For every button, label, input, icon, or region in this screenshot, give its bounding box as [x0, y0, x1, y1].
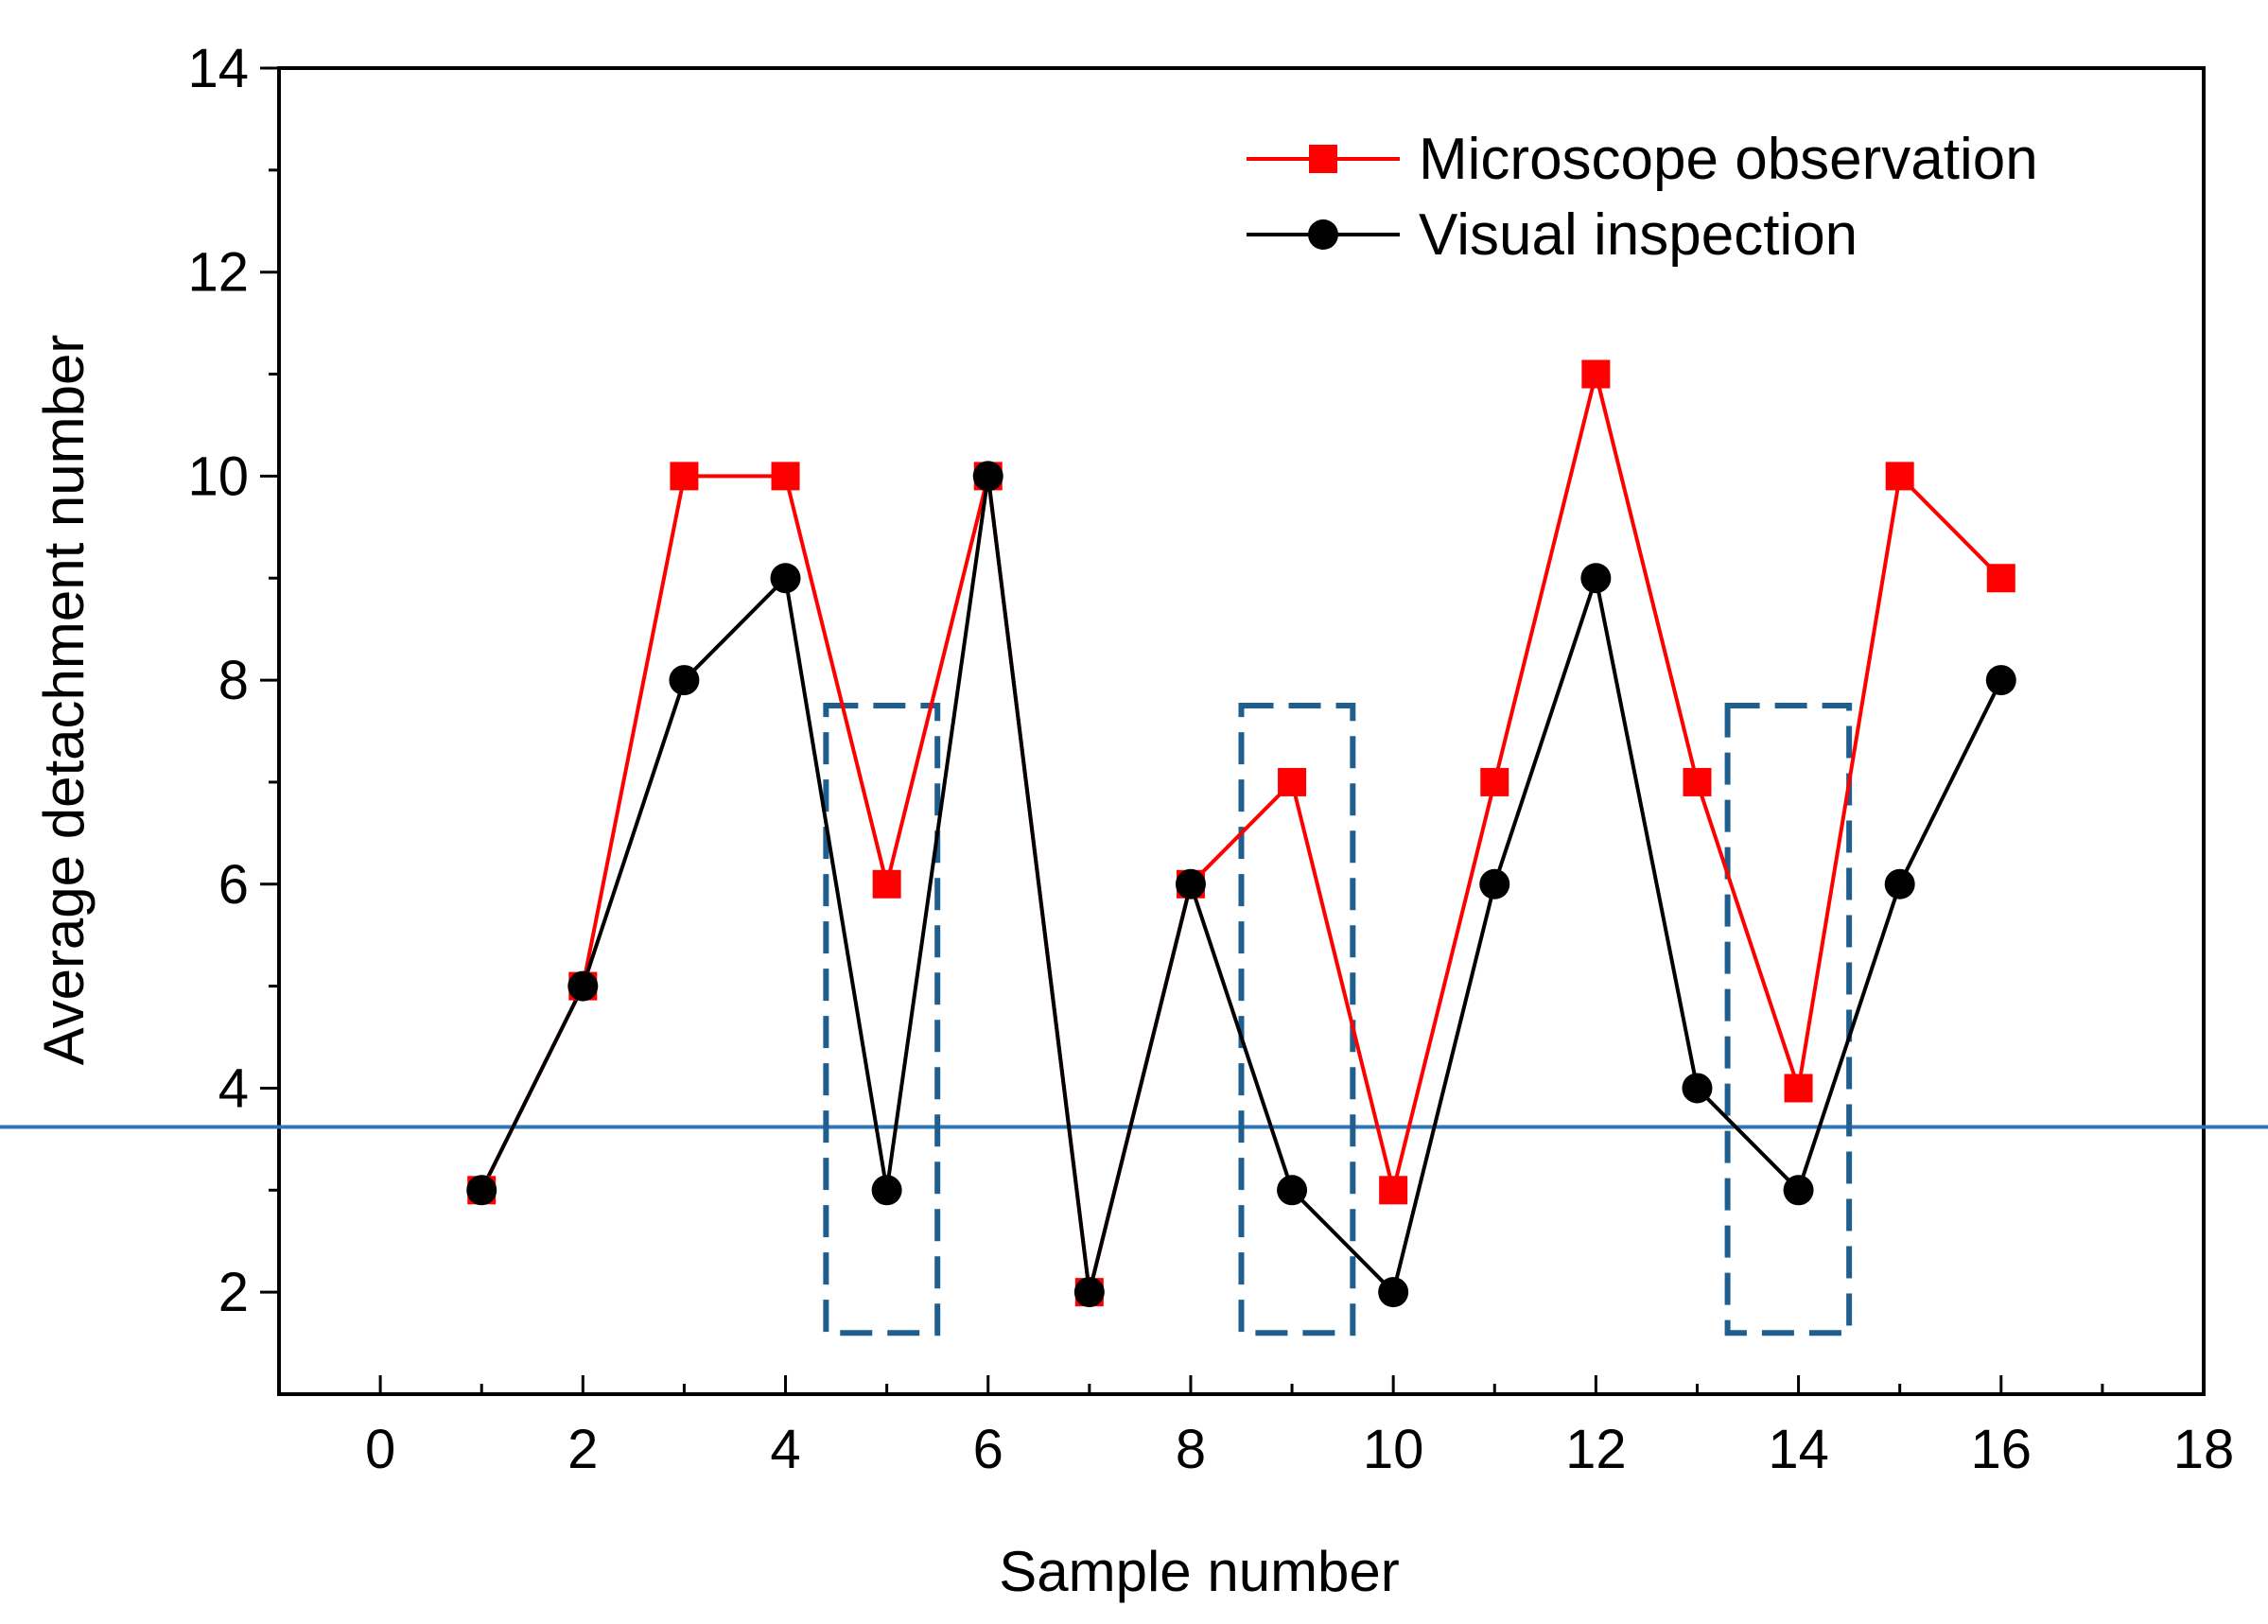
series-line-2 — [480, 474, 2003, 1295]
data-point-circle — [1277, 1175, 1308, 1206]
x-tick-label: 4 — [770, 1419, 800, 1480]
data-point-circle — [1985, 665, 2016, 696]
data-point-circle — [466, 1175, 497, 1206]
data-point-circle — [1884, 868, 1915, 899]
data-point-square — [1581, 359, 1611, 389]
plot-area: 0 2 4 6 8 10 12 14 16 18 2 4 6 8 10 12 14 — [0, 38, 2268, 1480]
data-point-square — [1986, 564, 2015, 593]
data-point-square — [771, 462, 800, 491]
data-point-circle — [1682, 1073, 1713, 1104]
highlight-box — [823, 703, 941, 1336]
y-axis: 2 4 6 8 10 12 14 — [187, 38, 279, 1323]
data-point-circle — [871, 1175, 902, 1206]
highlight-box — [1238, 703, 1356, 1336]
data-point-circle — [1378, 1277, 1409, 1308]
data-point-square — [872, 869, 901, 899]
legend-marker-square — [1309, 145, 1337, 173]
y-tick-label: 6 — [218, 854, 249, 916]
data-point-circle — [1580, 563, 1612, 594]
series-line-1 — [480, 372, 2003, 1295]
x-tick-label: 6 — [973, 1419, 1003, 1480]
legend-label: Microscope observation — [1419, 127, 2038, 192]
x-tick-label: 12 — [1565, 1419, 1627, 1480]
x-tick-label: 16 — [1971, 1419, 2032, 1480]
data-point-circle — [1073, 1277, 1105, 1308]
data-point-circle — [770, 563, 801, 594]
series-markers — [466, 359, 2016, 1308]
data-point-square — [1379, 1176, 1408, 1205]
y-axis-title: Average detachment number — [32, 335, 96, 1066]
highlight-boxes — [823, 703, 1853, 1336]
x-tick-label: 14 — [1768, 1419, 1829, 1480]
series-lines — [480, 372, 2003, 1295]
x-tick-label: 8 — [1176, 1419, 1206, 1480]
data-point-circle — [567, 970, 599, 1002]
y-tick-label: 8 — [218, 650, 249, 711]
data-point-circle — [1783, 1175, 1814, 1206]
legend-marker-circle — [1308, 219, 1338, 250]
data-point-square — [1885, 462, 1914, 491]
x-tick-label: 10 — [1363, 1419, 1424, 1480]
y-tick-label: 2 — [218, 1262, 249, 1323]
y-tick-label: 4 — [218, 1057, 249, 1119]
x-tick-label: 0 — [365, 1419, 395, 1480]
x-tick-label: 2 — [567, 1419, 598, 1480]
data-point-square — [1683, 767, 1712, 796]
y-tick-label: 14 — [187, 38, 249, 99]
data-point-circle — [669, 665, 700, 696]
legend: Microscope observation Visual inspection — [1247, 127, 2038, 268]
legend-label: Visual inspection — [1419, 202, 1858, 268]
data-point-circle — [972, 461, 1003, 492]
plot-frame — [277, 66, 2206, 1396]
data-point-circle — [1479, 868, 1510, 899]
x-axis-title: Sample number — [999, 1540, 1400, 1603]
data-point-square — [1784, 1074, 1813, 1103]
data-point-square — [1278, 767, 1307, 796]
y-tick-label: 12 — [187, 242, 249, 304]
data-point-circle — [1175, 868, 1206, 899]
data-point-square — [1480, 767, 1509, 796]
x-tick-label: 18 — [2173, 1419, 2235, 1480]
highlight-box — [1724, 703, 1853, 1336]
x-axis: 0 2 4 6 8 10 12 14 16 18 — [365, 1375, 2234, 1480]
data-point-square — [670, 462, 699, 491]
y-tick-label: 10 — [187, 445, 249, 507]
